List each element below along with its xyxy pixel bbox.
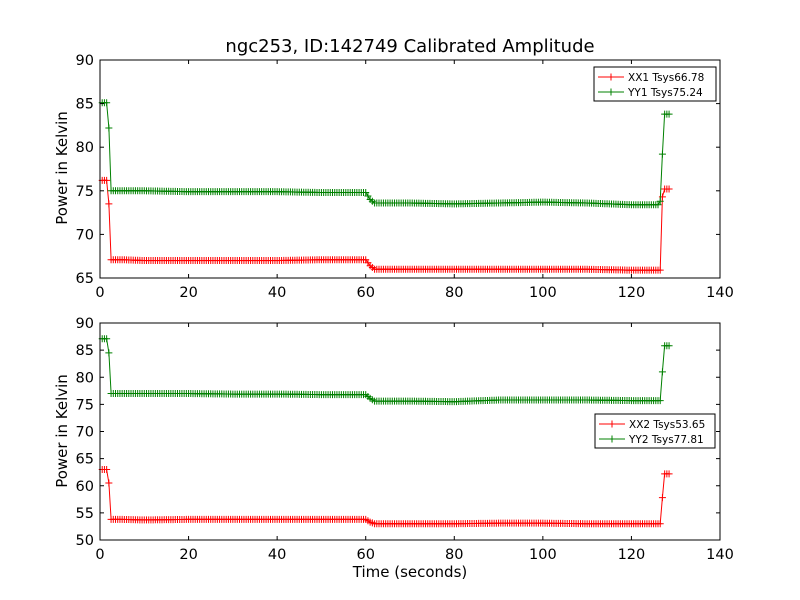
legend: XX1 Tsys66.78 YY1 Tsys75.24 bbox=[593, 66, 717, 102]
x-tick-label: 60 bbox=[356, 285, 374, 301]
data-point bbox=[658, 368, 666, 376]
data-point bbox=[658, 150, 666, 158]
data-point bbox=[665, 110, 673, 118]
legend-entry: XX2 Tsys53.65 bbox=[599, 419, 705, 431]
x-tick-label: 80 bbox=[445, 547, 463, 563]
x-tick-label: 100 bbox=[529, 285, 557, 301]
bottom-chart-marks: 0 20 40 60 80 100 120 140 50 55 60 65 70 75 80 85 90 XX2 … bbox=[76, 316, 734, 563]
data-point bbox=[656, 197, 664, 205]
x-tick-label: 0 bbox=[95, 285, 104, 301]
legend-box bbox=[593, 66, 717, 102]
y-tick-label: 50 bbox=[76, 533, 94, 549]
y-axis-label: Power in Kelvin bbox=[53, 111, 71, 225]
bottom-chart: Power in Kelvin Time (seconds) 0 20 40 60 80… bbox=[53, 316, 734, 581]
y-axis-label: Power in Kelvin bbox=[53, 374, 71, 488]
legend-label: YY2 Tsys77.81 bbox=[628, 434, 704, 446]
legend-label: YY1 Tsys75.24 bbox=[627, 87, 703, 99]
x-tick-label: 20 bbox=[179, 547, 197, 563]
x-tick-label: 20 bbox=[179, 285, 197, 301]
y-tick-label: 70 bbox=[76, 425, 94, 441]
y-tick-label: 85 bbox=[76, 97, 94, 113]
data-point bbox=[658, 494, 666, 502]
data-point bbox=[105, 479, 113, 487]
legend-marker bbox=[607, 88, 615, 96]
legend-marker bbox=[608, 420, 616, 428]
data-point bbox=[656, 397, 664, 405]
data-point bbox=[103, 465, 111, 473]
y-tick-label: 60 bbox=[76, 479, 94, 495]
legend-entry: YY1 Tsys75.24 bbox=[598, 87, 703, 99]
data-point bbox=[665, 342, 673, 350]
series-yy1 bbox=[98, 99, 673, 209]
legend-label: XX2 Tsys53.65 bbox=[629, 419, 705, 431]
plot-frame bbox=[99, 59, 721, 279]
legend-entry: YY2 Tsys77.81 bbox=[599, 434, 704, 446]
data-point bbox=[103, 176, 111, 184]
data-point bbox=[103, 99, 111, 107]
legend-marker bbox=[608, 435, 616, 443]
x-tick-label: 120 bbox=[618, 547, 646, 563]
x-axis-label: Time (seconds) bbox=[352, 563, 468, 581]
legend-marker bbox=[607, 73, 615, 81]
y-tick-label: 90 bbox=[76, 53, 94, 69]
x-tick-label: 0 bbox=[95, 547, 104, 563]
data-point bbox=[665, 470, 673, 478]
data-point bbox=[665, 185, 673, 193]
y-tick-label: 85 bbox=[76, 343, 94, 359]
x-tick-label: 140 bbox=[706, 547, 734, 563]
y-tick-label: 70 bbox=[76, 227, 94, 243]
series-xx2 bbox=[98, 465, 673, 528]
x-tick-label: 40 bbox=[268, 547, 286, 563]
y-tick-label: 65 bbox=[76, 271, 94, 287]
x-tick-label: 100 bbox=[529, 547, 557, 563]
series-xx1 bbox=[98, 176, 673, 274]
y-tick-label: 80 bbox=[76, 140, 94, 156]
data-point bbox=[105, 200, 113, 208]
legend-label: XX1 Tsys66.78 bbox=[628, 72, 704, 84]
y-tick-label: 65 bbox=[76, 452, 94, 468]
top-chart: ngc253, ID:142749 Calibrated Amplitude P… bbox=[53, 36, 734, 301]
data-point bbox=[656, 520, 664, 528]
data-point bbox=[656, 266, 664, 274]
x-tick-label: 40 bbox=[268, 285, 286, 301]
y-tick-label: 55 bbox=[76, 506, 94, 522]
data-point bbox=[105, 124, 113, 132]
legend: XX2 Tsys53.65 YY2 Tsys77.81 bbox=[594, 413, 716, 449]
x-tick-label: 120 bbox=[618, 285, 646, 301]
top-chart-marks: 0 20 40 60 80 100 120 140 65 70 75 80 85 90 XX1 Tsys66… bbox=[76, 53, 734, 301]
x-tick-label: 80 bbox=[445, 285, 463, 301]
data-point bbox=[105, 349, 113, 357]
legend-entry: XX1 Tsys66.78 bbox=[598, 72, 704, 84]
x-tick-label: 60 bbox=[356, 547, 374, 563]
y-tick-label: 90 bbox=[76, 316, 94, 332]
y-tick-label: 80 bbox=[76, 370, 94, 386]
chart-title: ngc253, ID:142749 Calibrated Amplitude bbox=[225, 36, 594, 57]
y-tick-label: 75 bbox=[76, 397, 94, 413]
legend-box bbox=[594, 413, 716, 449]
y-tick-label: 75 bbox=[76, 184, 94, 200]
data-point bbox=[103, 335, 111, 343]
x-tick-label: 140 bbox=[706, 285, 734, 301]
